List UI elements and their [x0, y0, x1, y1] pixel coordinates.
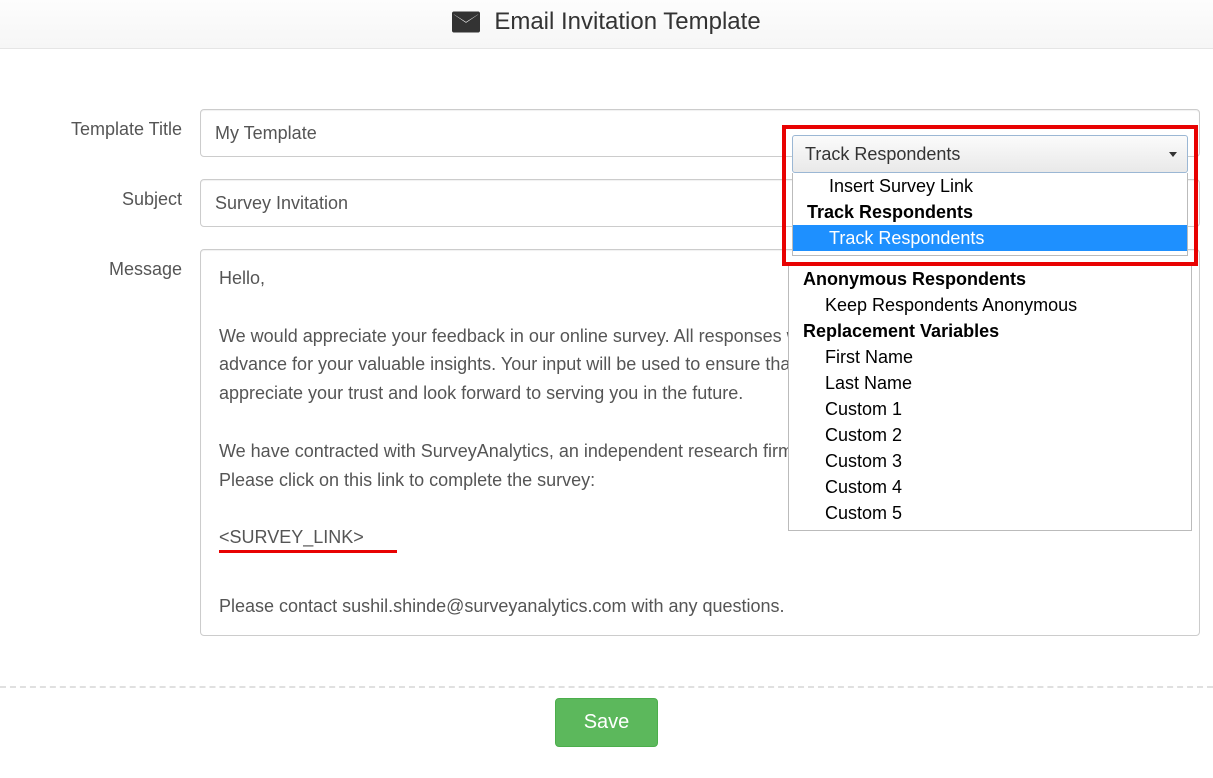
envelope-icon: [452, 11, 480, 33]
dropdown-selected-label: Track Respondents: [805, 144, 960, 165]
page-title-text: Email Invitation Template: [494, 8, 760, 36]
dropdown-option[interactable]: First Name: [789, 344, 1191, 370]
form-area: Template Title Subject Message Hello, We…: [0, 49, 1213, 678]
actions-row: Save: [0, 686, 1213, 763]
message-label: Message: [10, 249, 200, 280]
page-header: Email Invitation Template: [0, 0, 1213, 49]
dropdown-panel-rest: Anonymous RespondentsKeep Respondents An…: [788, 266, 1192, 531]
page-title: Email Invitation Template: [452, 8, 760, 36]
template-title-label: Template Title: [10, 109, 200, 140]
subject-label: Subject: [10, 179, 200, 210]
dropdown-option[interactable]: Last Name: [789, 370, 1191, 396]
message-paragraph-3: Please contact sushil.shinde@surveyanaly…: [219, 592, 1181, 621]
chevron-down-icon: [1169, 152, 1177, 157]
survey-link-placeholder: <SURVEY_LINK>: [219, 523, 364, 552]
dropdown-option[interactable]: Custom 4: [789, 474, 1191, 500]
dropdown-optgroup: Replacement Variables: [789, 318, 1191, 344]
highlight-red-box: Track Respondents Insert Survey LinkTrac…: [782, 125, 1198, 266]
dropdown-select[interactable]: Track Respondents: [792, 135, 1188, 173]
dropdown-option[interactable]: Custom 2: [789, 422, 1191, 448]
dropdown-optgroup: Anonymous Respondents: [789, 266, 1191, 292]
dropdown-option[interactable]: Custom 3: [789, 448, 1191, 474]
dropdown-option[interactable]: Custom 1: [789, 396, 1191, 422]
dropdown-option[interactable]: Custom 5: [789, 500, 1191, 526]
dropdown-panel-top: Insert Survey LinkTrack RespondentsTrack…: [792, 173, 1188, 256]
save-button[interactable]: Save: [555, 698, 659, 747]
dropdown-option[interactable]: Insert Survey Link: [793, 173, 1187, 199]
dropdown-optgroup: Track Respondents: [793, 199, 1187, 225]
dropdown-option[interactable]: Keep Respondents Anonymous: [789, 292, 1191, 318]
dropdown-option[interactable]: Track Respondents: [793, 225, 1187, 251]
insert-variable-dropdown: Track Respondents Insert Survey LinkTrac…: [782, 125, 1198, 531]
